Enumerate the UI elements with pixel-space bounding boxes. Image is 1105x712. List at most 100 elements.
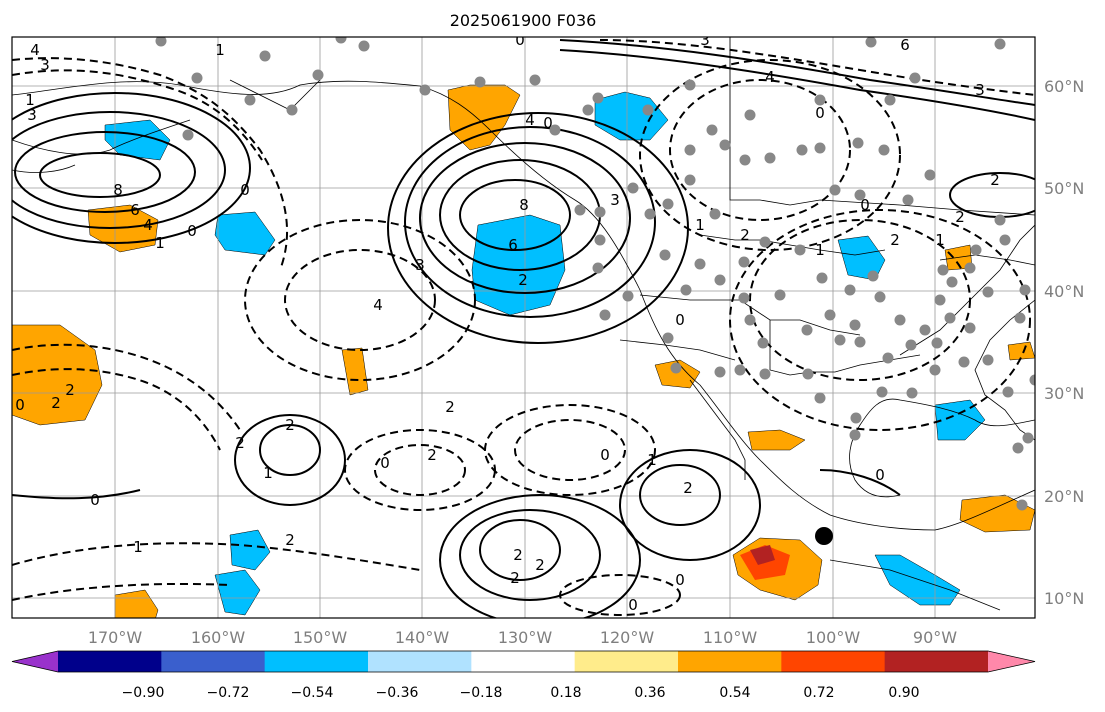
contour-label: 3 xyxy=(415,256,425,274)
station-dot xyxy=(902,194,914,206)
station-dot xyxy=(358,40,370,52)
station-dot xyxy=(312,69,324,81)
station-dot xyxy=(549,124,561,136)
station-dot xyxy=(834,334,846,346)
station-dot xyxy=(670,362,682,374)
contour-label: 0 xyxy=(543,114,553,132)
station-dot xyxy=(829,184,841,196)
station-dot xyxy=(964,322,976,334)
positive-shading-region xyxy=(1007,341,1035,361)
station-dot xyxy=(419,84,431,96)
station-dot xyxy=(929,364,941,376)
contour-label: 2 xyxy=(990,171,1000,189)
contour-label: 4 xyxy=(525,111,535,129)
contour-label: 0 xyxy=(515,31,525,49)
positive-shading-region xyxy=(747,429,806,451)
colorbar xyxy=(11,650,1036,673)
contour-label: 1 xyxy=(647,451,657,469)
station-dot xyxy=(931,337,943,349)
contour-label: 2 xyxy=(285,416,295,434)
station-dot xyxy=(937,264,949,276)
contour-label: 3 xyxy=(610,191,620,209)
very-strong-positive-shading-region xyxy=(750,545,775,565)
colorbar-segment xyxy=(781,651,886,672)
lat-tick-label: 50°N xyxy=(1044,179,1084,198)
positive-shading-region xyxy=(341,347,369,396)
station-dot xyxy=(684,79,696,91)
contour-label: 0 xyxy=(600,446,610,464)
lat-tick-label: 10°N xyxy=(1044,589,1084,608)
station-dot xyxy=(1022,432,1034,444)
station-dot xyxy=(592,92,604,104)
contour-label: 6 xyxy=(900,36,910,54)
station-dot xyxy=(774,289,786,301)
contour-label: 0 xyxy=(15,396,25,414)
station-dot xyxy=(982,354,994,366)
colorbar-tick-label: 0.90 xyxy=(888,685,919,701)
contour-label: 2 xyxy=(518,271,528,289)
station-dot xyxy=(627,182,639,194)
station-dot xyxy=(852,137,864,149)
colorbar-labels: −0.90 −0.72 −0.54 −0.36 −0.18 0.18 0.36 … xyxy=(122,685,920,701)
colorbar-segment xyxy=(471,651,576,672)
colorbar-extend-min xyxy=(12,651,58,672)
negative-shading-region xyxy=(104,119,171,161)
contour-label: 6 xyxy=(508,236,518,254)
contour-label: 6 xyxy=(130,201,140,219)
lat-tick-label: 20°N xyxy=(1044,487,1084,506)
colorbar-segment xyxy=(884,651,989,672)
station-dot xyxy=(1002,386,1014,398)
dashed-contours xyxy=(12,39,1035,616)
station-dot xyxy=(946,276,958,288)
station-dot xyxy=(182,129,194,141)
contour-label: 1 xyxy=(935,231,945,249)
lon-tick-label: 170°W xyxy=(88,628,143,647)
contour-label: 2 xyxy=(510,569,520,587)
contour-label: 2 xyxy=(51,394,61,412)
station-dot xyxy=(644,208,656,220)
contour-label: 2 xyxy=(535,556,545,574)
station-dot xyxy=(259,50,271,62)
contour-label: 0 xyxy=(240,181,250,199)
coastlines xyxy=(12,37,1035,611)
colorbar-tick-label: −0.90 xyxy=(122,685,165,701)
station-dot xyxy=(1016,499,1028,511)
station-dot xyxy=(816,272,828,284)
lon-tick-label: 90°W xyxy=(913,628,957,647)
colorbar-tick-label: 0.18 xyxy=(550,685,581,701)
station-dot xyxy=(964,262,976,274)
contour-label: 1 xyxy=(215,41,225,59)
contour-label: 0 xyxy=(675,311,685,329)
contour-label: 2 xyxy=(683,479,693,497)
station-dot xyxy=(764,152,776,164)
contour-label: 1 xyxy=(155,234,165,252)
station-dot xyxy=(796,144,808,156)
contour-label: 3 xyxy=(700,31,710,49)
station-dot xyxy=(874,291,886,303)
station-dot xyxy=(934,294,946,306)
colorbar-outline xyxy=(11,650,1036,673)
station-dot xyxy=(849,429,861,441)
station-dot xyxy=(155,37,167,47)
contour-label: 4 xyxy=(765,68,775,86)
map-background xyxy=(12,37,1035,618)
station-dot xyxy=(919,324,931,336)
station-dot xyxy=(474,76,486,88)
lat-tick-label: 60°N xyxy=(1044,77,1084,96)
negative-shading-region xyxy=(837,235,886,281)
contour-label: 2 xyxy=(427,446,437,464)
colorbar-segment xyxy=(264,651,369,672)
colorbar-segment xyxy=(161,651,266,672)
negative-shading-region xyxy=(229,529,271,571)
station-dot xyxy=(1012,442,1024,454)
contour-label: 0 xyxy=(860,196,870,214)
station-dot xyxy=(854,189,866,201)
station-dot xyxy=(905,339,917,351)
shading-layer xyxy=(12,84,1035,618)
colorbar-tick-label: −0.36 xyxy=(376,685,419,701)
colorbar-segment xyxy=(58,651,162,672)
station-dot xyxy=(794,244,806,256)
station-dot xyxy=(592,262,604,274)
